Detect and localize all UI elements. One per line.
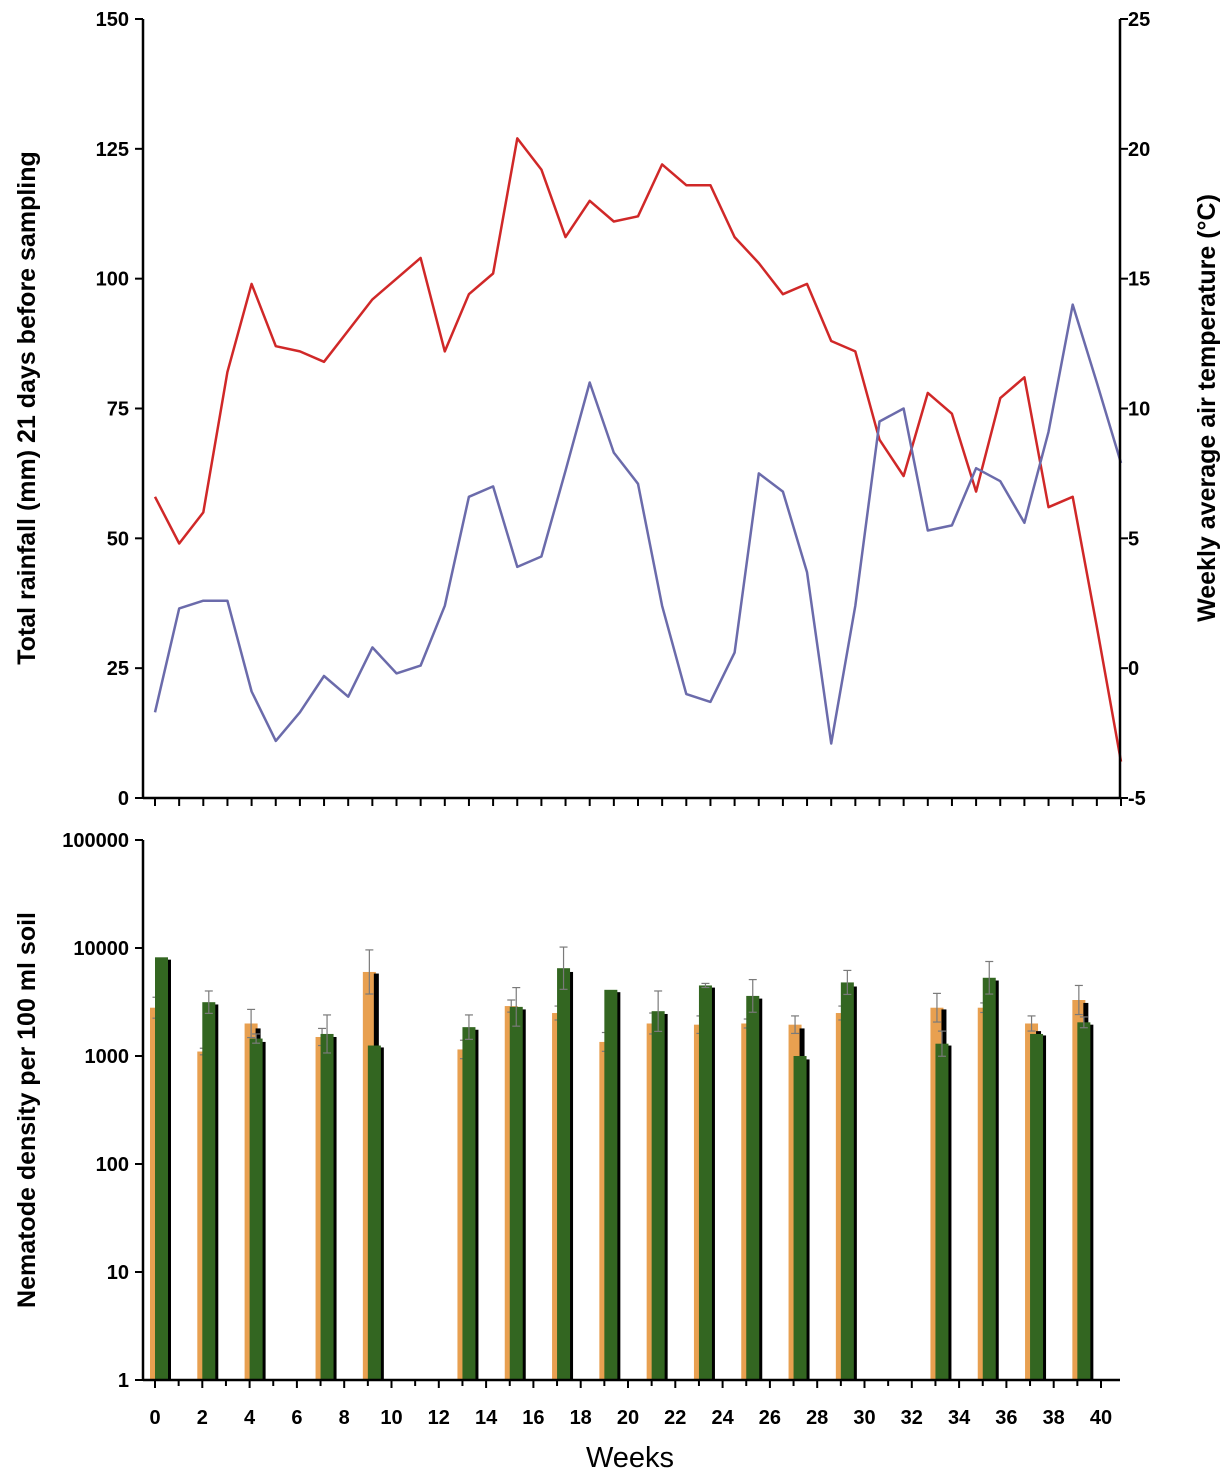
bottom-x-tick-label: 14 xyxy=(475,1407,498,1429)
bottom-x-tick-label: 0 xyxy=(149,1407,160,1429)
black-bar xyxy=(994,980,999,1380)
bottom-x-tick-label: 28 xyxy=(806,1407,828,1429)
bottom-x-tick-label: 36 xyxy=(995,1407,1017,1429)
green-bar xyxy=(320,1033,334,1380)
black-bar xyxy=(569,971,574,1380)
black-bar xyxy=(616,992,621,1380)
bottom-y-tick-label: 100000 xyxy=(62,830,129,852)
temperature-series-line xyxy=(153,303,1123,745)
green-bar xyxy=(651,1011,665,1380)
right-y-tick-label: -5 xyxy=(1128,788,1146,810)
green-bar xyxy=(604,989,618,1380)
green-bar xyxy=(557,968,571,1380)
left-y-tick-label: 100 xyxy=(96,269,129,291)
right-y-tick-label: 5 xyxy=(1128,528,1139,550)
bottom-y-tick-label: 10 xyxy=(107,1262,129,1284)
bottom-x-tick-label: 20 xyxy=(617,1407,639,1429)
black-bar xyxy=(947,1045,952,1380)
black-bar xyxy=(474,1029,479,1380)
green-bar xyxy=(982,977,996,1380)
green-bar xyxy=(367,1045,381,1380)
left-y-tick-label: 150 xyxy=(96,9,129,31)
bottom-x-tick-label: 16 xyxy=(522,1407,544,1429)
black-bar xyxy=(758,998,763,1380)
green-bar xyxy=(509,1006,523,1380)
right-y-tick-label: 25 xyxy=(1128,9,1150,31)
bottom-x-tick-label: 32 xyxy=(901,1407,923,1429)
left-y-tick-label: 25 xyxy=(107,658,129,680)
right-y-tick-label: 0 xyxy=(1128,658,1139,680)
bottom-x-tick-label: 2 xyxy=(197,1407,208,1429)
bottom-x-tick-label: 6 xyxy=(291,1407,302,1429)
green-bar xyxy=(746,995,760,1380)
green-bar xyxy=(698,985,712,1380)
green-bar xyxy=(935,1043,949,1380)
bottom-x-tick-label: 4 xyxy=(244,1407,256,1429)
left-y-tick-label: 50 xyxy=(107,528,129,550)
rainfall-series-line xyxy=(153,137,1123,762)
right-y-tick-label: 15 xyxy=(1128,269,1150,291)
bottom-x-tick-label: 10 xyxy=(380,1407,402,1429)
bottom-x-tick-label: 24 xyxy=(711,1407,734,1429)
bottom-x-axis-title: Weeks xyxy=(586,1442,674,1473)
top-left-y-axis-title: Total rainfall (mm) 21 days before sampl… xyxy=(13,151,41,665)
black-bar xyxy=(1089,1024,1094,1380)
black-bar xyxy=(167,959,171,1380)
green-bar xyxy=(462,1027,476,1380)
bottom-bars xyxy=(150,946,1094,1380)
left-y-tick-label: 75 xyxy=(107,399,129,421)
black-bar xyxy=(852,986,857,1380)
green-bar xyxy=(155,957,168,1380)
bottom-x-tick-label: 8 xyxy=(339,1407,350,1429)
bottom-y-tick-label: 100 xyxy=(96,1154,129,1176)
bottom-x-tick-label: 38 xyxy=(1043,1407,1065,1429)
bottom-x-tick-label: 18 xyxy=(570,1407,592,1429)
bottom-x-tick-label: 30 xyxy=(853,1407,875,1429)
green-bar xyxy=(249,1038,263,1380)
right-y-tick-label: 10 xyxy=(1128,399,1150,421)
bottom-x-tick-label: 34 xyxy=(948,1407,971,1429)
green-bar xyxy=(1077,1022,1091,1380)
left-y-tick-label: 125 xyxy=(96,139,129,161)
bottom-y-tick-label: 1000 xyxy=(85,1046,130,1068)
black-bar xyxy=(261,1041,266,1380)
top-axis-ticks: 0 25 50 75 100 125 150 -5 0 5 10 15 20 25 xyxy=(96,9,1151,810)
black-bar xyxy=(332,1036,337,1380)
bottom-x-tick-label: 40 xyxy=(1090,1407,1112,1429)
green-bar xyxy=(1030,1033,1044,1380)
green-bar xyxy=(840,982,854,1380)
left-y-tick-label: 0 xyxy=(118,788,129,810)
bottom-x-tick-label: 22 xyxy=(664,1407,686,1429)
right-y-tick-label: 20 xyxy=(1128,139,1150,161)
black-bar xyxy=(805,1059,810,1380)
bottom-y-tick-label: 1 xyxy=(118,1370,129,1392)
bottom-x-tick-label: 12 xyxy=(428,1407,450,1429)
black-bar xyxy=(379,1047,384,1380)
black-bar xyxy=(1042,1035,1047,1380)
bottom-y-axis-title: Nematode density per 100 ml soil xyxy=(13,912,41,1308)
black-bar xyxy=(663,1013,668,1380)
green-bar xyxy=(202,1002,216,1380)
black-bar xyxy=(214,1004,219,1380)
black-bar xyxy=(521,1009,526,1380)
bottom-y-tick-label: 10000 xyxy=(73,938,129,960)
top-series-lines xyxy=(153,137,1123,762)
top-panel: 0 25 50 75 100 125 150 -5 0 5 10 15 20 25 Total rainf… xyxy=(13,9,1221,810)
black-bar xyxy=(710,987,715,1380)
top-right-y-axis-title: Weekly average air temperature (°C) xyxy=(1193,194,1221,622)
green-bar xyxy=(793,1056,807,1380)
bottom-x-tick-label: 26 xyxy=(759,1407,781,1429)
